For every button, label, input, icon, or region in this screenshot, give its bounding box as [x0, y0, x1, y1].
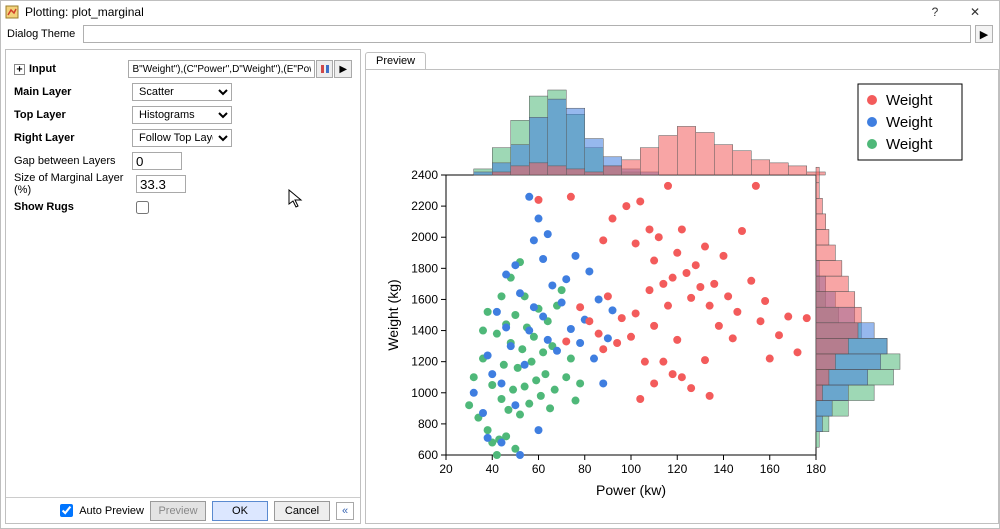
preview-tab: Preview: [365, 49, 999, 69]
cancel-button[interactable]: Cancel: [274, 501, 330, 521]
gap-input[interactable]: [132, 152, 182, 170]
svg-text:1200: 1200: [411, 355, 438, 369]
close-button[interactable]: ✕: [955, 1, 995, 23]
svg-text:120: 120: [667, 462, 687, 476]
right-layer-select[interactable]: Follow Top Layer: [132, 129, 232, 147]
preview-button[interactable]: Preview: [150, 501, 206, 521]
svg-text:100: 100: [621, 462, 641, 476]
dialog-theme-input[interactable]: [83, 25, 971, 43]
svg-text:Weight: Weight: [886, 136, 933, 153]
svg-text:1800: 1800: [411, 261, 438, 275]
dialog-theme-label: Dialog Theme: [7, 28, 79, 40]
svg-text:1600: 1600: [411, 292, 438, 306]
top-layer-label: Top Layer: [14, 109, 132, 121]
marginal-size-input[interactable]: [136, 175, 186, 193]
auto-preview-checkbox[interactable]: [60, 504, 73, 517]
svg-text:60: 60: [532, 462, 546, 476]
dialog-theme-menu-button[interactable]: ▶: [975, 25, 993, 43]
svg-text:2400: 2400: [411, 168, 438, 182]
collapse-preview-button[interactable]: «: [336, 502, 354, 520]
main-layer-label: Main Layer: [14, 86, 132, 98]
show-rugs-checkbox[interactable]: [136, 201, 149, 214]
preview-tab-label: Preview: [365, 52, 426, 69]
marginal-scatter-chart: 20 40 60 80 100 120 140 160 180 600 800 1000 1200 140…: [366, 70, 998, 524]
dialog-button-bar: Auto Preview Preview OK Cancel «: [6, 497, 360, 523]
svg-text:2200: 2200: [411, 199, 438, 213]
input-label: +Input: [14, 63, 128, 76]
right-layer-label: Right Layer: [14, 132, 132, 144]
settings-panel: +Input ▶ Main Layer Scatter Top Layer Hi…: [5, 49, 361, 524]
marginal-size-label: Size of Marginal Layer (%): [14, 172, 136, 196]
svg-text:1000: 1000: [411, 386, 438, 400]
svg-text:1400: 1400: [411, 324, 438, 338]
preview-area: 20 40 60 80 100 120 140 160 180 600 800 1000 1200 140…: [365, 69, 999, 524]
auto-preview-checkbox-label[interactable]: Auto Preview: [56, 501, 144, 520]
gap-label: Gap between Layers: [14, 155, 132, 167]
svg-text:140: 140: [713, 462, 733, 476]
svg-text:80: 80: [578, 462, 592, 476]
window-title: Plotting: plot_marginal: [25, 5, 144, 19]
svg-text:Power (kw): Power (kw): [596, 482, 666, 498]
app-icon: [5, 5, 19, 19]
svg-text:20: 20: [439, 462, 453, 476]
svg-text:600: 600: [418, 448, 438, 462]
ok-button[interactable]: OK: [212, 501, 268, 521]
titlebar: Plotting: plot_marginal ? ✕: [1, 1, 999, 23]
svg-text:Weight: Weight: [886, 114, 933, 131]
svg-text:Weight (kg): Weight (kg): [385, 279, 401, 350]
help-button[interactable]: ?: [915, 1, 955, 23]
input-range-picker-button[interactable]: [316, 60, 334, 78]
input-flyout-button[interactable]: ▶: [334, 60, 352, 78]
svg-text:800: 800: [418, 417, 438, 431]
input-field[interactable]: [128, 60, 314, 78]
top-layer-select[interactable]: Histograms: [132, 106, 232, 124]
expand-icon[interactable]: +: [14, 64, 25, 75]
svg-text:160: 160: [760, 462, 780, 476]
dialog-theme-row: Dialog Theme ▶: [1, 23, 999, 45]
svg-text:40: 40: [486, 462, 500, 476]
svg-text:2000: 2000: [411, 230, 438, 244]
svg-text:180: 180: [806, 462, 826, 476]
show-rugs-label: Show Rugs: [14, 201, 132, 213]
main-layer-select[interactable]: Scatter: [132, 83, 232, 101]
svg-text:Weight: Weight: [886, 92, 933, 109]
